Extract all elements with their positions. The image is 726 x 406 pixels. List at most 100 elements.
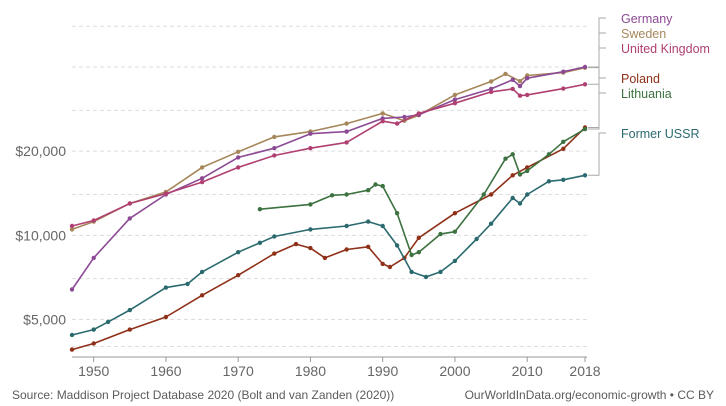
data-point	[163, 191, 169, 196]
data-point	[510, 86, 515, 92]
data-point	[69, 332, 75, 338]
data-point	[91, 218, 96, 223]
y-tick-label: $10,000	[15, 227, 66, 243]
data-point	[402, 114, 407, 120]
data-point	[416, 250, 421, 255]
legend-label-lithuania: Lithuania	[621, 87, 672, 101]
y-tick-label: $20,000	[15, 143, 66, 159]
x-tick-label: 1980	[295, 363, 326, 379]
data-point	[69, 227, 75, 232]
data-point	[380, 111, 385, 116]
data-point	[329, 193, 335, 198]
data-point	[127, 307, 132, 313]
x-tick-label: 1970	[223, 363, 254, 379]
data-point	[510, 152, 515, 157]
data-point	[452, 101, 458, 106]
legend-label-sweden: Sweden	[621, 27, 666, 41]
data-point	[510, 173, 515, 178]
source-note: Source: Maddison Project Database 2020 (…	[12, 388, 395, 402]
data-point	[423, 274, 429, 280]
data-point	[452, 229, 458, 234]
x-tick-label: 2010	[512, 363, 543, 379]
data-point	[199, 293, 205, 298]
data-point	[582, 126, 588, 132]
data-point	[69, 287, 75, 292]
data-point	[561, 146, 566, 151]
data-point	[199, 179, 205, 185]
data-point	[481, 192, 486, 197]
data-point	[517, 79, 523, 84]
data-point	[394, 211, 400, 216]
data-point	[344, 247, 349, 252]
data-point	[380, 119, 385, 124]
data-point	[525, 192, 530, 197]
data-point	[308, 202, 313, 207]
legend-connector	[588, 77, 606, 129]
data-point	[236, 250, 241, 255]
data-point	[416, 111, 421, 116]
data-point	[366, 244, 371, 249]
data-point	[416, 235, 421, 240]
data-point	[474, 236, 479, 242]
credit-link[interactable]: OurWorldInData.org/economic-growth • CC …	[464, 388, 714, 402]
data-point	[380, 223, 385, 229]
data-point	[185, 281, 190, 287]
x-axis: 1950 1960 1970 1980 1990 2000 2010 2018	[72, 356, 601, 379]
data-point	[525, 168, 530, 174]
x-tick-label: 2000	[439, 363, 470, 379]
data-point	[366, 188, 371, 193]
data-point	[257, 207, 263, 212]
data-point	[199, 176, 205, 181]
data-point	[272, 251, 277, 256]
data-point	[488, 192, 494, 197]
data-point	[127, 327, 132, 332]
data-point	[236, 273, 241, 278]
series-former-ussr	[69, 173, 588, 338]
data-point	[452, 258, 458, 264]
data-point	[236, 165, 241, 170]
data-point	[452, 92, 458, 98]
x-tick-label: 1950	[78, 363, 109, 379]
data-point	[517, 172, 523, 177]
data-point	[561, 177, 566, 182]
legend-label-former-ussr: Former USSR	[621, 127, 699, 141]
data-point	[344, 192, 349, 197]
legend-label-poland: Poland	[621, 72, 660, 86]
data-point	[561, 139, 566, 144]
data-point	[344, 129, 349, 134]
data-point	[488, 221, 494, 226]
data-point	[308, 245, 313, 251]
data-point	[546, 179, 552, 184]
data-point	[438, 269, 443, 275]
legend-connector	[588, 32, 606, 69]
data-point	[380, 261, 385, 267]
data-point	[293, 241, 299, 247]
data-point	[127, 216, 132, 221]
series-united-kingdom	[69, 82, 588, 229]
data-point	[525, 92, 530, 98]
data-point	[105, 319, 111, 325]
data-point	[394, 121, 400, 126]
data-point	[373, 182, 378, 187]
data-point	[510, 195, 515, 201]
data-point	[561, 69, 566, 74]
x-tick-label: 2018	[569, 363, 600, 379]
data-point	[582, 173, 588, 178]
data-point	[387, 264, 393, 270]
data-point	[394, 243, 400, 248]
series-line-poland	[71, 126, 586, 351]
data-point	[517, 201, 523, 206]
data-point	[488, 79, 494, 84]
data-point	[438, 231, 443, 237]
data-point	[366, 219, 371, 224]
legend-connector	[588, 47, 606, 85]
data-point	[582, 82, 588, 87]
y-tick-label: $5,000	[23, 311, 66, 327]
data-point	[91, 255, 96, 261]
series-group	[69, 64, 588, 352]
legend-connector	[588, 92, 606, 130]
data-point	[344, 223, 349, 229]
data-point	[452, 211, 458, 216]
data-point	[517, 93, 523, 98]
